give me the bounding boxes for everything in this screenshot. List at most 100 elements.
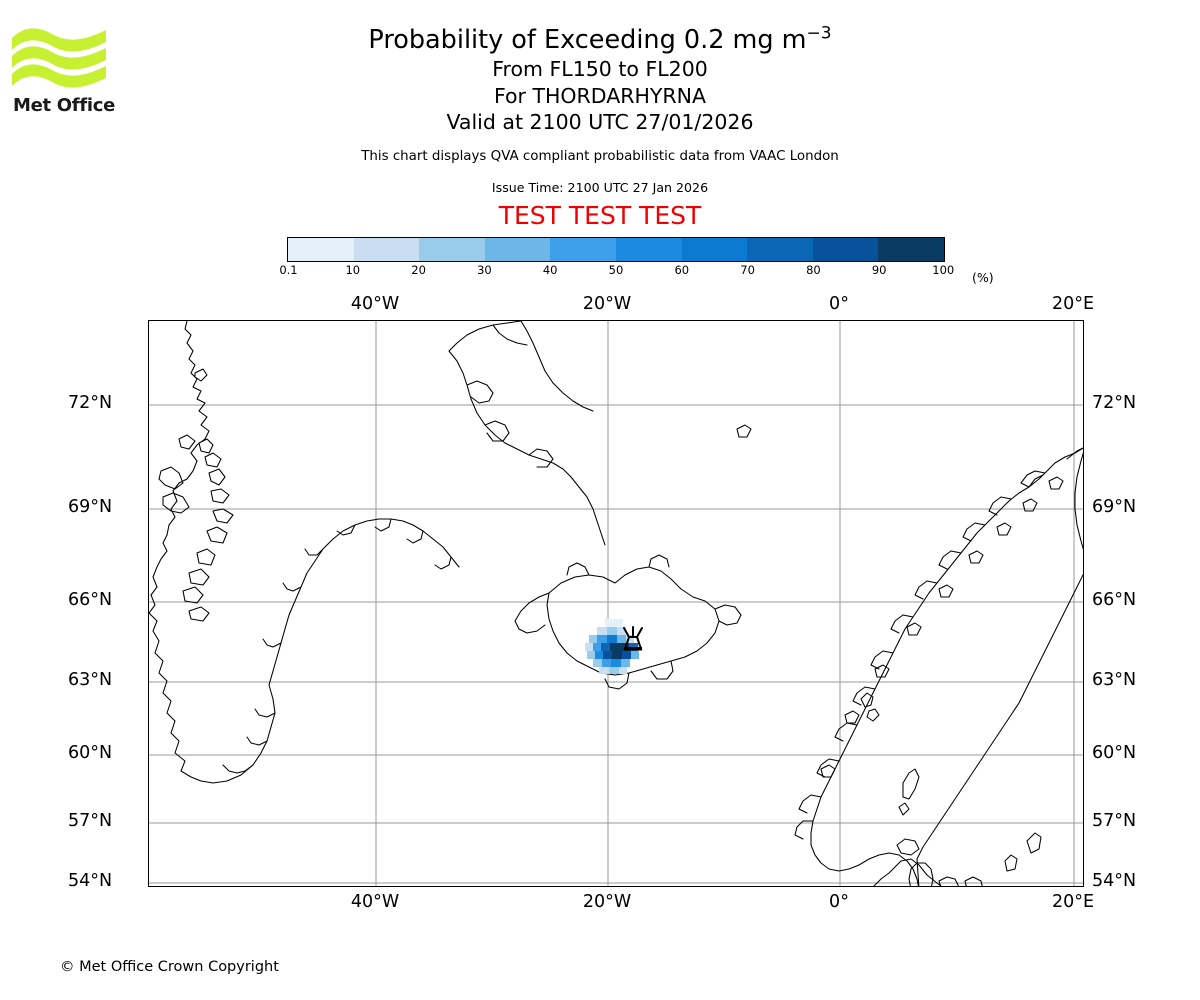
volcano-marker[interactable] — [623, 626, 643, 651]
plume-cell-11 — [610, 643, 619, 651]
page-title-exponent: −3 — [806, 23, 832, 44]
colorbar-band-8 — [812, 238, 879, 261]
y-axis-label-right-2: 66°N — [1092, 590, 1137, 610]
plume-cell-25 — [609, 667, 619, 674]
coastline-kola — [1028, 447, 1083, 488]
plume-cell-10 — [601, 643, 610, 651]
plume-cell-7 — [626, 635, 634, 643]
coastline-jan-mayen — [736, 424, 752, 438]
colorbar-band-0 — [288, 238, 354, 261]
plume-cell-21 — [602, 659, 611, 667]
coastline-scandinavia — [810, 447, 1083, 886]
subtitle-flight-levels: From FL150 to FL200 — [492, 57, 708, 81]
plume-cell-8 — [585, 643, 593, 651]
met-office-logo-text: Met Office — [13, 95, 116, 116]
colorbar-band-6 — [681, 238, 748, 261]
plume-cell-24 — [599, 667, 609, 674]
plume-cell-18 — [622, 651, 631, 659]
plume-cell-0 — [597, 627, 607, 635]
colorbar-tick-80: 80 — [806, 263, 821, 277]
x-axis-label-top-0: 40°W — [350, 294, 400, 314]
x-axis-label-top-3: 20°E — [1051, 294, 1095, 314]
probability-plume — [585, 619, 639, 674]
volcano-base — [624, 647, 642, 651]
colorbar-band-1 — [353, 238, 420, 261]
colorbar-gradient — [287, 237, 945, 262]
issue-time: Issue Time: 2100 UTC 27 Jan 2026 — [491, 179, 709, 195]
y-axis-label-left-5: 57°N — [68, 811, 113, 831]
y-axis-label-right-5: 57°N — [1092, 811, 1137, 831]
colorbar-tick-10: 10 — [345, 263, 361, 277]
coastline-greenland-inlets — [222, 518, 452, 774]
plume-cell-14 — [587, 651, 595, 659]
y-axis-label-left-2: 66°N — [68, 590, 113, 610]
x-axis-label-top-1: 20°W — [582, 294, 632, 314]
plume-cell-27 — [605, 619, 615, 627]
coastline-baltic-islands — [1004, 832, 1042, 872]
colorbar-unit-label: (%) — [972, 270, 994, 285]
x-axis-label-bottom-1: 20°W — [582, 892, 632, 912]
met-office-logo: Met Office — [10, 22, 115, 116]
y-axis-label-left-6: 54°N — [68, 871, 113, 891]
volcano-ejecta-left — [623, 627, 630, 638]
plume-cell-28 — [615, 619, 623, 627]
x-axis-label-bottom-2: 0° — [829, 892, 849, 912]
plume-cell-20 — [593, 659, 602, 667]
y-axis-label-right-0: 72°N — [1092, 393, 1137, 413]
colorbar-band-5 — [615, 238, 682, 261]
plume-cell-23 — [621, 659, 630, 667]
y-axis-label-right-4: 60°N — [1092, 743, 1137, 763]
colorbar-band-7 — [747, 238, 813, 261]
test-banner: TEST TEST TEST — [498, 200, 702, 230]
plume-cell-9 — [593, 643, 601, 651]
graticule-gridlines — [149, 321, 1083, 886]
plume-cell-6 — [617, 635, 626, 643]
plume-cell-17 — [612, 651, 622, 659]
y-axis-label-left-3: 63°N — [68, 670, 113, 690]
plume-cell-16 — [603, 651, 612, 659]
plume-cell-3 — [589, 635, 597, 643]
plume-cell-2 — [617, 627, 626, 635]
coastline-faroe-islands — [860, 692, 880, 722]
coastline-norway-fjords — [794, 470, 1046, 840]
colorbar-band-4 — [550, 238, 616, 261]
plume-cell-19 — [631, 651, 639, 659]
plume-cell-5 — [607, 635, 617, 643]
x-axis-label-bottom-3: 20°E — [1051, 892, 1095, 912]
volcano-ejecta-right — [636, 627, 643, 638]
colorbar: 0.1 10 20 30 40 50 60 70 80 90 100 — [279, 237, 954, 279]
page-title-text: Probability of Exceeding 0.2 mg m — [368, 25, 807, 55]
colorbar-band-3 — [484, 238, 551, 261]
y-axis-label-right-6: 54°N — [1092, 871, 1137, 891]
x-axis-label-top-2: 0° — [829, 294, 849, 314]
colorbar-tick-70: 70 — [740, 263, 755, 277]
colorbar-tick-90: 90 — [871, 263, 887, 277]
chart-title-block: Probability of Exceeding 0.2 mg m−3 From… — [0, 0, 1200, 231]
plume-cell-26 — [619, 667, 627, 674]
page-title: Probability of Exceeding 0.2 mg m−3 — [0, 25, 1200, 56]
plume-cell-1 — [607, 627, 617, 635]
y-axis-label-left-1: 69°N — [68, 497, 113, 517]
colorbar-tick-40: 40 — [542, 263, 558, 277]
colorbar-band-2 — [419, 238, 485, 261]
x-axis-label-bottom-0: 40°W — [350, 892, 400, 912]
coastline-norway-islands — [820, 476, 1064, 778]
map-canvas — [149, 321, 1083, 886]
colorbar-band-9 — [878, 238, 944, 261]
subtitle-valid-time: Valid at 2100 UTC 27/01/2026 — [446, 110, 754, 134]
colorbar-tick-labels: 0.1 10 20 30 40 50 60 70 80 90 100 — [279, 263, 954, 279]
coastline-iceland — [514, 554, 742, 690]
y-axis-label-left-4: 60°N — [68, 743, 113, 763]
y-axis-label-left-0: 72°N — [68, 393, 113, 413]
y-axis-label-right-1: 69°N — [1092, 497, 1137, 517]
map-plot-area[interactable] — [148, 320, 1084, 887]
colorbar-tick-100: 100 — [932, 263, 955, 277]
coastline-greenland — [149, 321, 234, 622]
coastline-greenland-northeast — [448, 321, 606, 546]
coastline-scandinavia-east — [916, 452, 1083, 886]
colorbar-tick-0.1: 0.1 — [279, 263, 298, 277]
copyright-footer: © Met Office Crown Copyright — [60, 959, 279, 975]
colorbar-tick-50: 50 — [608, 263, 624, 277]
colorbar-tick-30: 30 — [477, 263, 492, 277]
colorbar-tick-20: 20 — [411, 263, 426, 277]
